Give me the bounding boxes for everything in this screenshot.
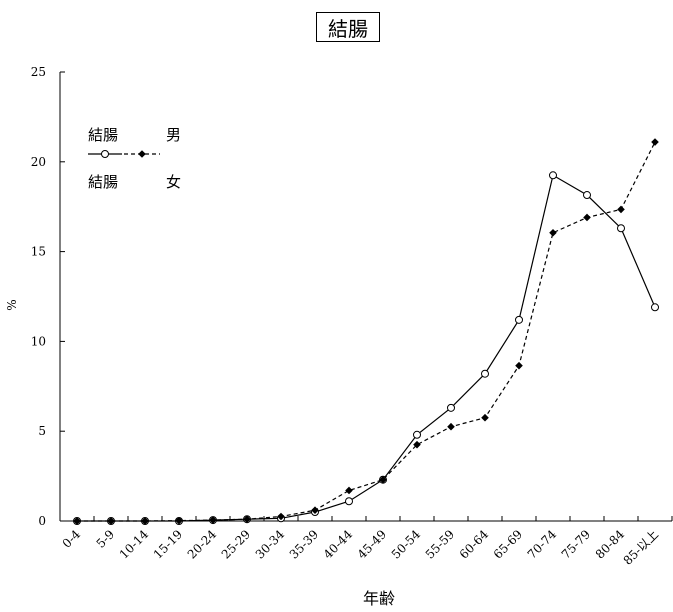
data-point — [73, 517, 81, 525]
x-tick-label: 30-34 — [253, 527, 288, 562]
y-tick-label: 0 — [38, 514, 46, 528]
data-point — [345, 486, 353, 495]
x-tick-label: 75-79 — [559, 527, 593, 561]
x-tick-label: 15-19 — [151, 527, 185, 561]
data-point — [651, 303, 659, 312]
x-tick-label: 55-59 — [423, 527, 457, 561]
legend-label: 結腸 — [88, 126, 118, 144]
x-tick-label: 65-69 — [491, 527, 525, 561]
y-tick-label: 20 — [31, 155, 46, 169]
data-point — [481, 413, 489, 422]
x-tick-label: 20-24 — [185, 527, 220, 562]
x-axis-ticks: 0-4 5-9 10-14 15-19 20-24 25-29 30-34 35-39 40-4… — [59, 516, 673, 568]
data-point — [209, 516, 217, 524]
x-tick-label: 35-39 — [287, 527, 321, 561]
x-tick-label: 50-54 — [389, 527, 424, 562]
x-tick-label: 60-64 — [457, 527, 492, 562]
x-tick-label: 85-以上 — [621, 527, 662, 568]
y-tick-label: 5 — [38, 424, 46, 438]
data-point — [175, 516, 183, 525]
data-point — [243, 515, 251, 524]
legend-swatch-marker — [138, 150, 146, 158]
data-point — [345, 497, 353, 506]
x-tick-label: 70-74 — [525, 527, 560, 562]
data-point — [549, 171, 557, 180]
series-line — [77, 174, 656, 522]
data-point — [447, 403, 455, 412]
data-point — [447, 422, 455, 431]
series-layer — [73, 138, 659, 525]
data-point — [583, 191, 591, 200]
series-line — [77, 141, 656, 522]
data-point — [311, 506, 319, 515]
x-tick-label: 0-4 — [60, 527, 84, 551]
legend-sex: 男 — [166, 126, 181, 144]
chart-title: 結腸 — [316, 12, 380, 42]
x-tick-label: 45-49 — [355, 527, 389, 561]
data-point — [413, 430, 421, 439]
data-point — [107, 517, 115, 525]
legend-label: 結腸 — [88, 173, 118, 191]
data-point — [583, 213, 591, 222]
data-point — [515, 361, 523, 370]
data-point — [617, 224, 625, 233]
data-point — [515, 315, 523, 324]
data-point — [277, 512, 285, 521]
data-point — [617, 205, 625, 214]
axes — [59, 72, 672, 522]
data-point — [481, 369, 489, 378]
y-tick-label: 15 — [31, 245, 46, 259]
legend-swatch-marker — [101, 150, 109, 158]
y-tick-label: 10 — [31, 334, 46, 348]
legend: 結腸 男結腸女 — [88, 126, 181, 191]
x-tick-label: 25-29 — [219, 527, 253, 561]
data-point — [549, 228, 557, 237]
data-point — [141, 517, 149, 525]
data-point — [379, 475, 387, 484]
y-axis-ticks: 0 5 10 15 20 25 — [31, 65, 65, 528]
x-tick-label: 40-44 — [321, 527, 356, 562]
x-tick-label: 10-14 — [117, 527, 152, 562]
x-tick-label: 5-9 — [94, 527, 118, 551]
legend-sex: 女 — [166, 173, 181, 191]
y-axis-label: % — [5, 299, 19, 310]
series-female — [73, 138, 659, 525]
y-tick-label: 25 — [31, 65, 46, 79]
data-point — [651, 138, 659, 146]
x-axis-label: 年齢 — [363, 589, 395, 608]
data-point — [413, 440, 421, 449]
